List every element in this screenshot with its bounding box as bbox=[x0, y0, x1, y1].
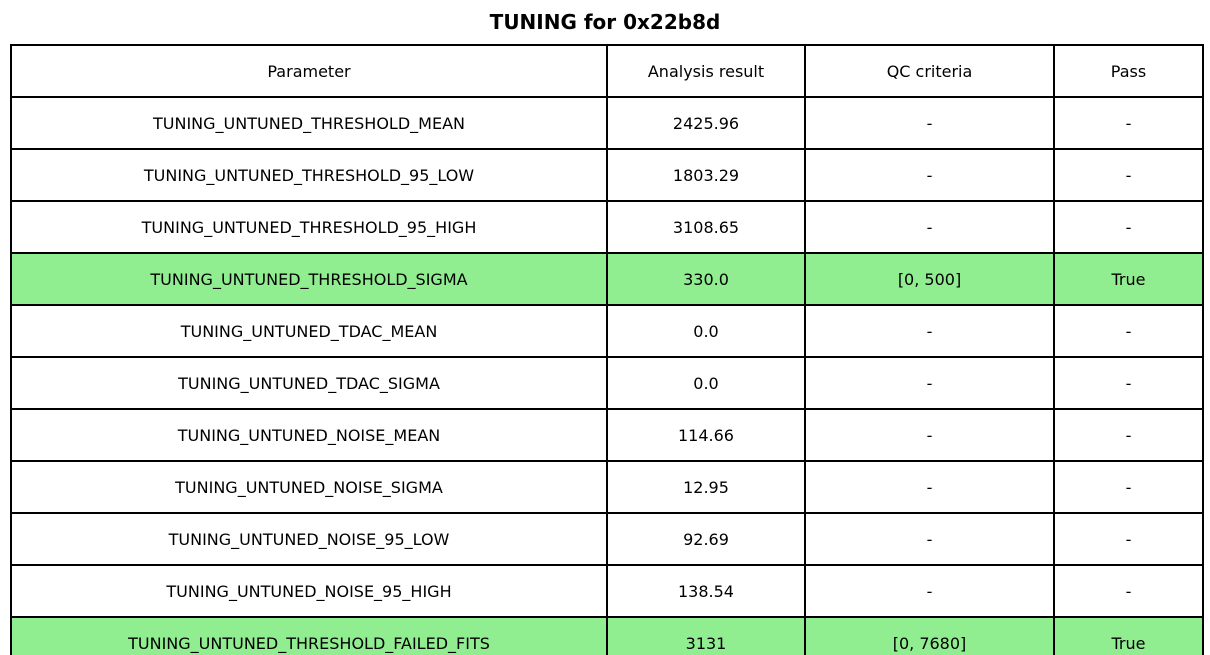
cell-analysis-result: 0.0 bbox=[606, 356, 806, 410]
cell-qc-criteria: [0, 7680] bbox=[804, 616, 1055, 655]
table-row: TUNING_UNTUNED_NOISE_MEAN 114.66- - bbox=[10, 408, 1204, 462]
cell-qc-criteria: - bbox=[804, 200, 1055, 254]
cell-pass: True bbox=[1053, 252, 1204, 306]
cell-pass: - bbox=[1053, 512, 1204, 566]
cell-analysis-result: 138.54 bbox=[606, 564, 806, 618]
tuning-qc-table: Parameter Analysis result QC criteria Pa… bbox=[10, 44, 1204, 655]
cell-pass: - bbox=[1053, 96, 1204, 150]
cell-qc-criteria: - bbox=[804, 148, 1055, 202]
page-title: TUNING for 0x22b8d bbox=[489, 10, 721, 34]
cell-qc-criteria: - bbox=[804, 564, 1055, 618]
cell-analysis-result: 1803.29 bbox=[606, 148, 806, 202]
table-header: Parameter Analysis result QC criteria Pa… bbox=[10, 44, 1204, 98]
cell-analysis-result: 330.0 bbox=[606, 252, 806, 306]
cell-qc-criteria: - bbox=[804, 304, 1055, 358]
cell-qc-criteria: - bbox=[804, 96, 1055, 150]
header-row: Parameter Analysis result QC criteria Pa… bbox=[10, 44, 1204, 98]
table-row: TUNING_UNTUNED_THRESHOLD_SIGMA 330.0 [0, 5… bbox=[10, 252, 1204, 306]
table-row: TUNING_UNTUNED_TDAC_MEAN 0.0- - bbox=[10, 304, 1204, 358]
table-body: TUNING_UNTUNED_THRESHOLD_MEAN 2425.96- - TU… bbox=[10, 96, 1204, 655]
cell-pass: - bbox=[1053, 148, 1204, 202]
table-row: TUNING_UNTUNED_NOISE_95_LOW 92.69- - bbox=[10, 512, 1204, 566]
cell-pass: - bbox=[1053, 304, 1204, 358]
table-row: TUNING_UNTUNED_NOISE_SIGMA 12.95- - bbox=[10, 460, 1204, 514]
cell-pass: - bbox=[1053, 408, 1204, 462]
cell-pass: - bbox=[1053, 200, 1204, 254]
cell-parameter: TUNING_UNTUNED_NOISE_MEAN bbox=[10, 408, 608, 462]
cell-qc-criteria: - bbox=[804, 460, 1055, 514]
table-row: TUNING_UNTUNED_THRESHOLD_95_HIGH 3108.65-… bbox=[10, 200, 1204, 254]
cell-parameter: TUNING_UNTUNED_NOISE_95_HIGH bbox=[10, 564, 608, 618]
cell-parameter: TUNING_UNTUNED_TDAC_MEAN bbox=[10, 304, 608, 358]
cell-analysis-result: 92.69 bbox=[606, 512, 806, 566]
cell-parameter: TUNING_UNTUNED_THRESHOLD_MEAN bbox=[10, 96, 608, 150]
cell-parameter: TUNING_UNTUNED_THRESHOLD_95_HIGH bbox=[10, 200, 608, 254]
table-row: TUNING_UNTUNED_THRESHOLD_FAILED_FITS 3131… bbox=[10, 616, 1204, 655]
cell-qc-criteria: [0, 500] bbox=[804, 252, 1055, 306]
cell-qc-criteria: - bbox=[804, 512, 1055, 566]
cell-analysis-result: 2425.96 bbox=[606, 96, 806, 150]
table-row: TUNING_UNTUNED_TDAC_SIGMA 0.0- - bbox=[10, 356, 1204, 410]
cell-analysis-result: 3108.65 bbox=[606, 200, 806, 254]
cell-analysis-result: 0.0 bbox=[606, 304, 806, 358]
column-header-qc-criteria: QC criteria bbox=[804, 44, 1055, 98]
cell-analysis-result: 3131 bbox=[606, 616, 806, 655]
cell-parameter: TUNING_UNTUNED_NOISE_95_LOW bbox=[10, 512, 608, 566]
column-header-pass: Pass bbox=[1053, 44, 1204, 98]
table-row: TUNING_UNTUNED_THRESHOLD_95_LOW 1803.29- - bbox=[10, 148, 1204, 202]
table-row: TUNING_UNTUNED_NOISE_95_HIGH 138.54- - bbox=[10, 564, 1204, 618]
cell-qc-criteria: - bbox=[804, 408, 1055, 462]
cell-qc-criteria: - bbox=[804, 356, 1055, 410]
column-header-analysis-result: Analysis result bbox=[606, 44, 806, 98]
cell-parameter: TUNING_UNTUNED_THRESHOLD_95_LOW bbox=[10, 148, 608, 202]
cell-pass: - bbox=[1053, 356, 1204, 410]
cell-pass: - bbox=[1053, 564, 1204, 618]
cell-pass: - bbox=[1053, 460, 1204, 514]
cell-pass: True bbox=[1053, 616, 1204, 655]
cell-parameter: TUNING_UNTUNED_THRESHOLD_FAILED_FITS bbox=[10, 616, 608, 655]
cell-parameter: TUNING_UNTUNED_NOISE_SIGMA bbox=[10, 460, 608, 514]
cell-analysis-result: 114.66 bbox=[606, 408, 806, 462]
column-header-parameter: Parameter bbox=[10, 44, 608, 98]
cell-parameter: TUNING_UNTUNED_TDAC_SIGMA bbox=[10, 356, 608, 410]
table-row: TUNING_UNTUNED_THRESHOLD_MEAN 2425.96- - bbox=[10, 96, 1204, 150]
cell-analysis-result: 12.95 bbox=[606, 460, 806, 514]
cell-parameter: TUNING_UNTUNED_THRESHOLD_SIGMA bbox=[10, 252, 608, 306]
